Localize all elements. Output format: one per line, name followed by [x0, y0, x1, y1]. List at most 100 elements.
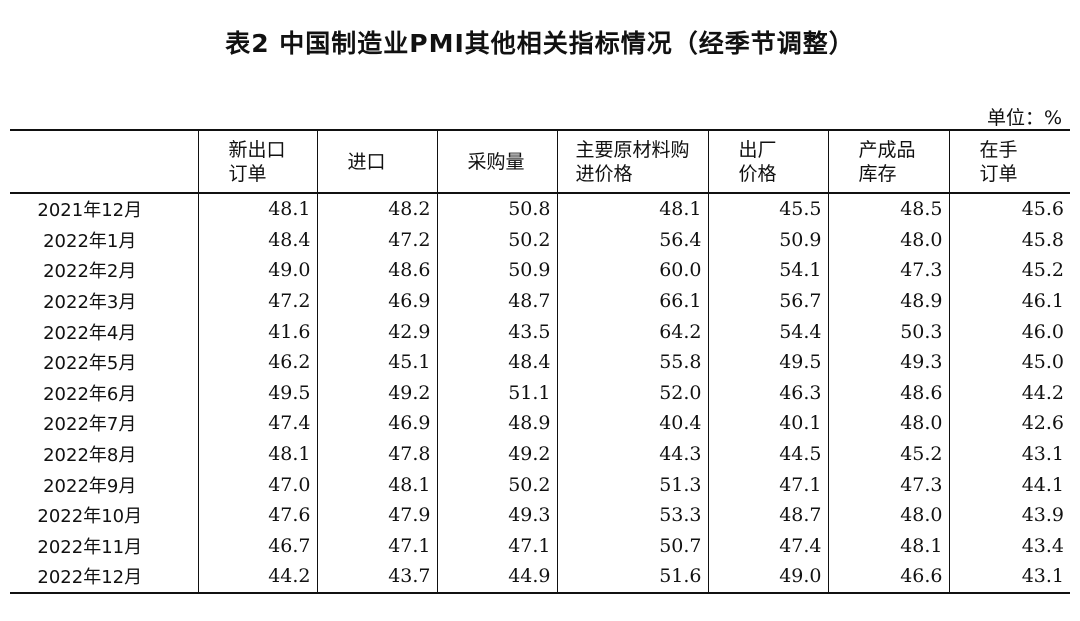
- cell-value: 51.3: [556, 469, 708, 500]
- header-output-prices: 出厂 价格: [707, 130, 828, 193]
- table-row: 2022年4月 41.6 42.9 43.5 64.2 54.4 50.3 46.0: [10, 316, 1070, 347]
- cell-value: 48.0: [827, 408, 949, 439]
- cell-value: 46.2: [197, 346, 317, 378]
- cell-value: 47.0: [197, 469, 317, 500]
- cell-value: 47.9: [316, 499, 437, 531]
- pmi-indicator-table: 新出口 订单 进口 采购量 主要原材料购 进价格 出厂 价格 产成品 库存 在手 订单 2…: [10, 129, 1070, 594]
- cell-value: 42.9: [316, 316, 437, 347]
- cell-value: 46.9: [316, 408, 437, 439]
- cell-value: 48.0: [827, 499, 949, 531]
- row-month: 2022年12月: [37, 567, 143, 589]
- table-row: 2022年3月 47.2 46.9 48.7 66.1 56.7 48.9 46.1: [10, 285, 1070, 317]
- cell-value: 46.6: [827, 561, 949, 593]
- cell-value: 47.3: [827, 255, 949, 286]
- cell-value: 43.5: [436, 316, 557, 347]
- cell-value: 50.3: [827, 316, 949, 347]
- row-month: 2022年10月: [37, 506, 143, 528]
- cell-value: 43.4: [948, 530, 1070, 562]
- header-finished-goods-inventory: 产成品 库存: [827, 130, 949, 193]
- cell-value: 49.0: [707, 561, 828, 593]
- cell-value: 46.7: [197, 530, 317, 562]
- cell-value: 46.9: [316, 285, 437, 317]
- cell-value: 45.2: [827, 438, 949, 470]
- cell-value: 48.7: [436, 285, 557, 317]
- cell-value: 45.6: [948, 193, 1070, 225]
- table-row: 2022年9月 47.0 48.1 50.2 51.3 47.1 47.3 44.1: [10, 469, 1070, 500]
- cell-value: 48.1: [556, 193, 708, 225]
- row-month: 2022年4月: [43, 322, 137, 344]
- cell-value: 43.9: [948, 499, 1070, 531]
- cell-value: 54.4: [707, 316, 828, 347]
- cell-value: 48.1: [197, 193, 317, 225]
- cell-value: 49.2: [316, 377, 437, 409]
- cell-value: 48.6: [316, 255, 437, 286]
- table-row: 2022年1月 48.4 47.2 50.2 56.4 50.9 48.0 45.8: [10, 224, 1070, 256]
- cell-value: 43.1: [948, 438, 1070, 470]
- row-month: 2022年3月: [43, 292, 137, 314]
- cell-value: 50.7: [556, 530, 708, 562]
- cell-value: 41.6: [197, 316, 317, 347]
- cell-value: 47.1: [707, 469, 828, 500]
- row-month: 2021年12月: [37, 200, 143, 222]
- unit-label: 单位：%: [986, 107, 1062, 129]
- cell-value: 55.8: [556, 346, 708, 378]
- cell-value: 48.6: [827, 377, 949, 409]
- table-row: 2022年5月 46.2 45.1 48.4 55.8 49.5 49.3 45.0: [10, 346, 1070, 378]
- header-purchase-quantity: 采购量: [436, 130, 557, 193]
- cell-value: 44.2: [197, 561, 317, 593]
- cell-value: 43.7: [316, 561, 437, 593]
- cell-value: 43.1: [948, 561, 1070, 593]
- cell-value: 47.2: [316, 224, 437, 256]
- header-new-export-orders: 新出口 订单: [197, 130, 317, 193]
- row-month: 2022年1月: [43, 230, 137, 252]
- cell-value: 46.1: [948, 285, 1070, 317]
- cell-value: 45.1: [316, 346, 437, 378]
- cell-value: 48.4: [197, 224, 317, 256]
- cell-value: 49.3: [827, 346, 949, 378]
- cell-value: 47.1: [316, 530, 437, 562]
- cell-value: 47.1: [436, 530, 557, 562]
- cell-value: 48.9: [827, 285, 949, 317]
- header-imports: 进口: [316, 130, 437, 193]
- cell-value: 40.1: [707, 408, 828, 439]
- table-row: 2022年6月 49.5 49.2 51.1 52.0 46.3 48.6 44.2: [10, 377, 1070, 409]
- cell-value: 47.4: [707, 530, 828, 562]
- cell-value: 48.1: [316, 469, 437, 500]
- cell-value: 53.3: [556, 499, 708, 531]
- header-backlog-orders: 在手 订单: [948, 130, 1070, 193]
- cell-value: 50.9: [707, 224, 828, 256]
- cell-value: 45.5: [707, 193, 828, 225]
- cell-value: 49.0: [197, 255, 317, 286]
- header-row: 新出口 订单 进口 采购量 主要原材料购 进价格 出厂 价格 产成品 库存 在手 订单: [10, 130, 1070, 193]
- cell-value: 50.2: [436, 224, 557, 256]
- cell-value: 49.5: [707, 346, 828, 378]
- cell-value: 48.5: [827, 193, 949, 225]
- table-row: 2022年7月 47.4 46.9 48.9 40.4 40.1 48.0 42.6: [10, 408, 1070, 439]
- cell-value: 49.5: [197, 377, 317, 409]
- row-month: 2022年6月: [43, 383, 137, 405]
- header-blank: [10, 130, 198, 193]
- row-month: 2022年5月: [43, 353, 137, 375]
- cell-value: 44.3: [556, 438, 708, 470]
- cell-value: 46.3: [707, 377, 828, 409]
- table-title: 表2 中国制造业PMI其他相关指标情况（经季节调整）: [225, 29, 855, 58]
- cell-value: 64.2: [556, 316, 708, 347]
- cell-value: 50.8: [436, 193, 557, 225]
- cell-value: 49.2: [436, 438, 557, 470]
- cell-value: 50.2: [436, 469, 557, 500]
- cell-value: 44.1: [948, 469, 1070, 500]
- cell-value: 44.9: [436, 561, 557, 593]
- cell-value: 40.4: [556, 408, 708, 439]
- cell-value: 44.5: [707, 438, 828, 470]
- cell-value: 51.1: [436, 377, 557, 409]
- row-month: 2022年11月: [37, 536, 143, 558]
- cell-value: 47.8: [316, 438, 437, 470]
- cell-value: 52.0: [556, 377, 708, 409]
- header-raw-material-prices: 主要原材料购 进价格: [556, 130, 708, 193]
- cell-value: 48.9: [436, 408, 557, 439]
- cell-value: 48.2: [316, 193, 437, 225]
- cell-value: 45.2: [948, 255, 1070, 286]
- cell-value: 48.7: [707, 499, 828, 531]
- table-row: 2022年12月 44.2 43.7 44.9 51.6 49.0 46.6 43.1: [10, 561, 1070, 593]
- row-month: 2022年2月: [43, 261, 137, 283]
